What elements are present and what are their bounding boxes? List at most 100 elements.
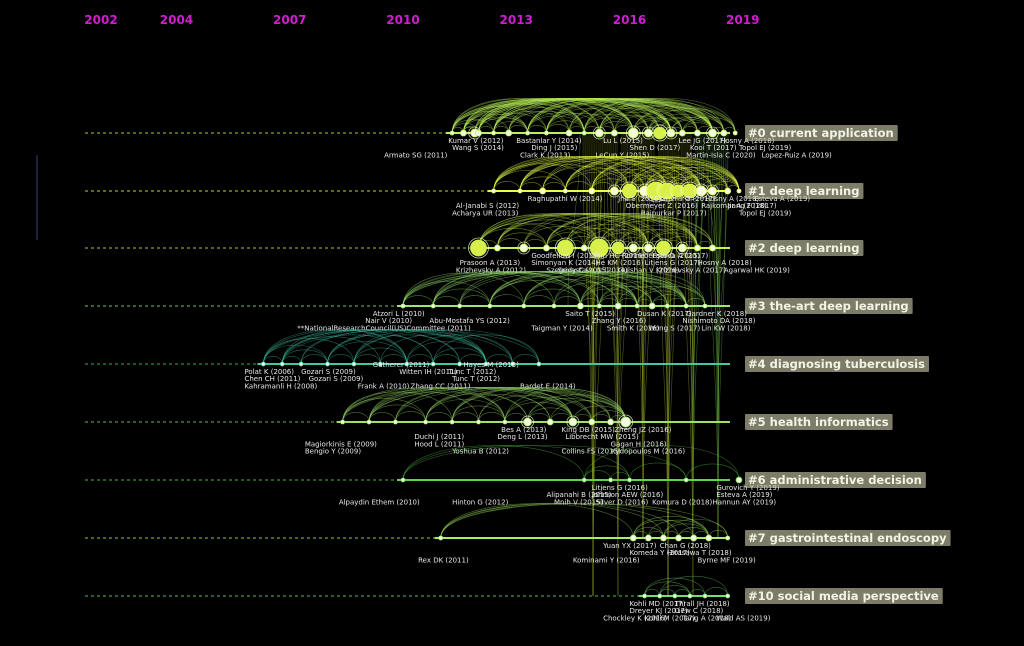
reference-node[interactable] <box>580 244 588 252</box>
reference-node[interactable] <box>705 534 713 542</box>
reference-node[interactable] <box>627 477 632 483</box>
reference-node[interactable] <box>675 241 689 255</box>
reference-node[interactable] <box>620 181 639 201</box>
reference-node[interactable] <box>366 419 372 425</box>
reference-node[interactable] <box>505 129 513 137</box>
cluster-label[interactable]: #3 the-art deep learning <box>745 298 913 314</box>
reference-node[interactable] <box>475 129 482 137</box>
reference-node[interactable] <box>544 130 549 136</box>
reference-node[interactable] <box>260 361 266 367</box>
reference-node[interactable] <box>493 244 501 252</box>
reference-node[interactable] <box>736 188 742 194</box>
reference-node[interactable] <box>664 126 678 140</box>
reference-node[interactable] <box>517 188 523 194</box>
reference-node[interactable] <box>702 593 708 599</box>
reference-node[interactable] <box>611 129 618 137</box>
reference-node[interactable] <box>678 129 686 137</box>
reference-node[interactable] <box>565 129 573 137</box>
reference-node[interactable] <box>430 303 436 309</box>
reference-node[interactable] <box>687 593 693 599</box>
reference-node[interactable] <box>340 419 346 425</box>
reference-node[interactable] <box>694 244 701 252</box>
reference-node[interactable] <box>608 477 614 483</box>
reference-node[interactable] <box>468 237 489 259</box>
reference-node[interactable] <box>614 302 622 310</box>
cluster-label[interactable]: #4 diagnosing tuberculosis <box>745 356 929 372</box>
reference-node[interactable] <box>325 361 330 367</box>
reference-node[interactable] <box>581 477 587 483</box>
reference-node[interactable] <box>709 244 716 252</box>
cluster-label[interactable]: #7 gastrointestinal endoscopy <box>745 530 951 546</box>
reference-node[interactable] <box>724 187 732 195</box>
reference-node[interactable] <box>536 361 542 367</box>
reference-node[interactable] <box>607 418 615 426</box>
reference-node[interactable] <box>483 361 489 367</box>
reference-node[interactable] <box>693 183 709 199</box>
reference-node[interactable] <box>629 534 637 542</box>
reference-node[interactable] <box>588 187 596 195</box>
reference-node[interactable] <box>609 239 627 257</box>
reference-node[interactable] <box>457 361 463 367</box>
reference-node[interactable] <box>438 535 444 541</box>
reference-node[interactable] <box>459 129 467 137</box>
reference-node[interactable] <box>351 361 357 367</box>
reference-node[interactable] <box>393 419 398 425</box>
cluster-label[interactable]: #1 deep learning <box>745 183 864 199</box>
cluster-label[interactable]: #10 social media perspective <box>745 588 943 604</box>
reference-node[interactable] <box>725 535 731 541</box>
reference-node[interactable] <box>625 125 641 141</box>
reference-node[interactable] <box>400 303 406 309</box>
reference-node[interactable] <box>562 188 568 194</box>
reference-node[interactable] <box>683 303 689 309</box>
reference-node[interactable] <box>626 241 640 255</box>
reference-node[interactable] <box>491 130 497 136</box>
reference-node[interactable] <box>690 534 698 542</box>
reference-node[interactable] <box>720 129 728 137</box>
reference-node[interactable] <box>683 477 689 483</box>
cluster-label[interactable]: #0 current application <box>745 125 898 141</box>
reference-node[interactable] <box>634 303 640 309</box>
reference-node[interactable] <box>644 534 652 542</box>
cluster-label[interactable]: #5 health informatics <box>745 414 893 430</box>
reference-node[interactable] <box>510 361 515 367</box>
reference-node[interactable] <box>732 130 738 136</box>
reference-node[interactable] <box>588 418 596 426</box>
reference-node[interactable] <box>672 593 678 599</box>
reference-node[interactable] <box>551 303 557 309</box>
reference-node[interactable] <box>664 303 670 309</box>
reference-node[interactable] <box>400 477 406 483</box>
reference-node[interactable] <box>423 419 429 425</box>
reference-node[interactable] <box>648 302 656 310</box>
reference-node[interactable] <box>449 419 455 425</box>
reference-node[interactable] <box>554 237 576 259</box>
reference-node[interactable] <box>675 534 682 542</box>
reference-node[interactable] <box>298 361 304 367</box>
reference-node[interactable] <box>491 188 497 194</box>
reference-node[interactable] <box>521 415 534 429</box>
reference-node[interactable] <box>596 303 602 309</box>
reference-node[interactable] <box>660 534 667 542</box>
reference-node[interactable] <box>404 361 410 367</box>
reference-node[interactable] <box>642 593 647 599</box>
reference-node[interactable] <box>525 130 530 136</box>
reference-node[interactable] <box>706 126 719 140</box>
reference-node[interactable] <box>654 238 673 258</box>
cluster-label[interactable]: #2 deep learning <box>745 240 864 256</box>
reference-node[interactable] <box>694 129 701 137</box>
reference-node[interactable] <box>502 419 508 425</box>
reference-node[interactable] <box>592 126 606 140</box>
reference-node[interactable] <box>566 415 580 429</box>
reference-node[interactable] <box>430 361 436 367</box>
reference-node[interactable] <box>377 361 383 367</box>
reference-node[interactable] <box>476 419 481 425</box>
reference-node[interactable] <box>543 244 550 252</box>
reference-node[interactable] <box>517 241 531 255</box>
reference-node[interactable] <box>279 361 285 367</box>
reference-node[interactable] <box>521 303 527 309</box>
reference-node[interactable] <box>577 302 584 310</box>
reference-node[interactable] <box>449 130 455 136</box>
reference-node[interactable] <box>581 130 587 136</box>
reference-node[interactable] <box>618 414 634 430</box>
reference-node[interactable] <box>706 184 719 198</box>
reference-node[interactable] <box>457 303 463 309</box>
